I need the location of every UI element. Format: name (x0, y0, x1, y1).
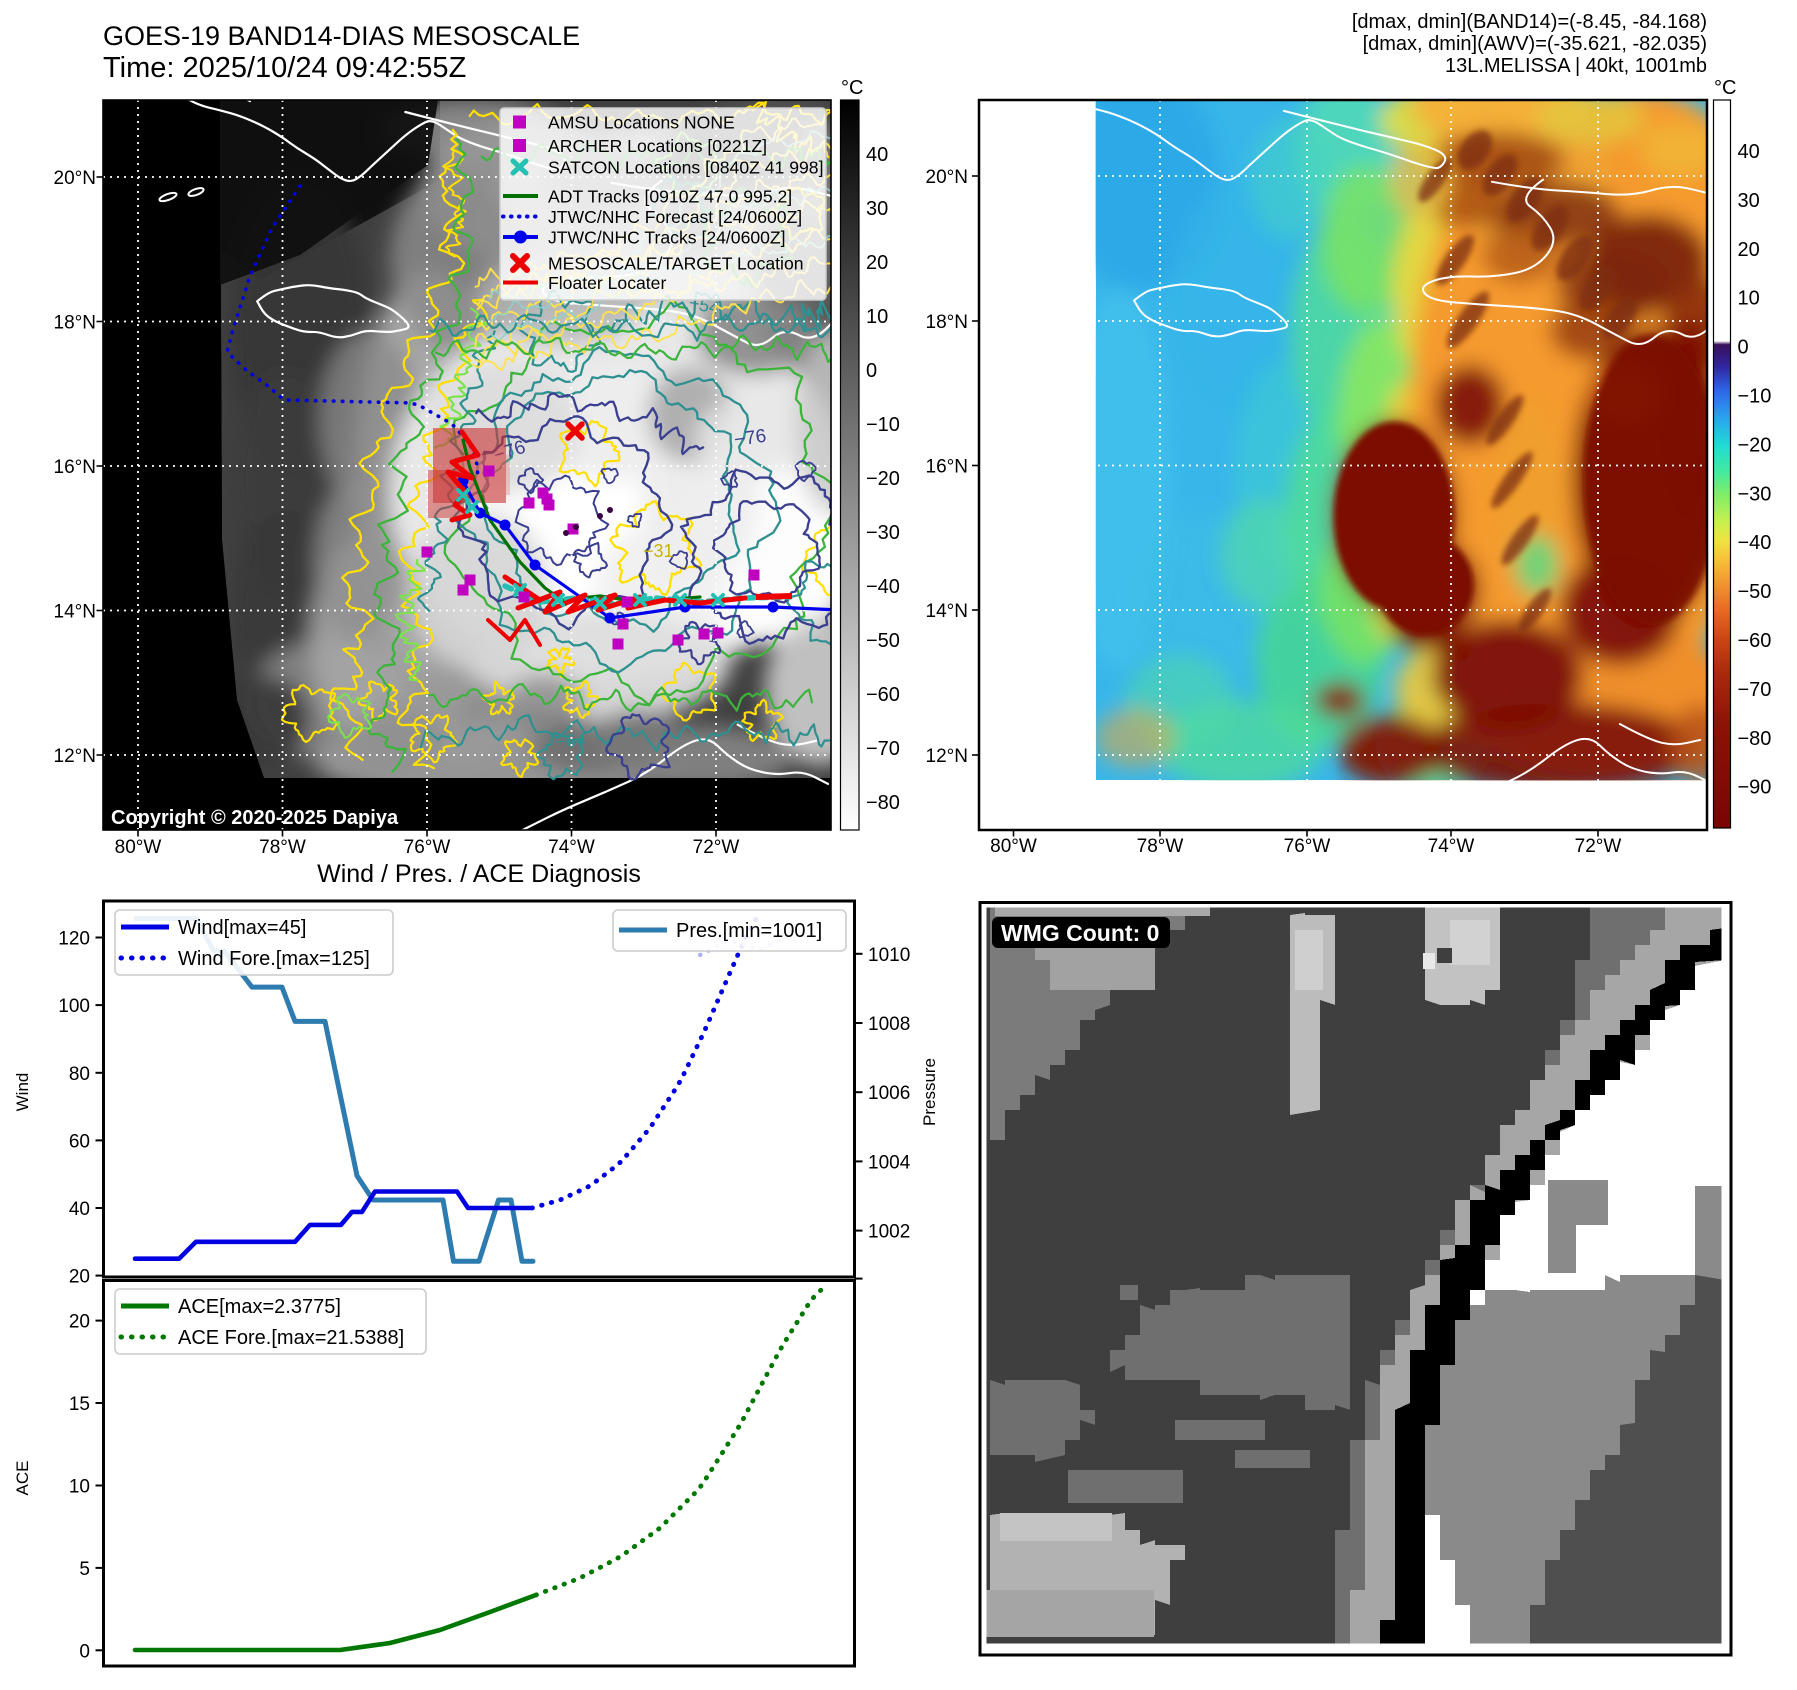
svg-text:[dmax, dmin](AWV)=(-35.621, -8: [dmax, dmin](AWV)=(-35.621, -82.035) (1363, 33, 1707, 55)
svg-text:ARCHER Locations [0221Z]: ARCHER Locations [0221Z] (548, 136, 767, 156)
svg-text:WMG Count: 0: WMG Count: 0 (1001, 920, 1159, 946)
svg-text:Pressure: Pressure (920, 1058, 939, 1126)
svg-text:78°W: 78°W (1137, 836, 1184, 857)
svg-text:40: 40 (866, 144, 888, 166)
svg-text:1006: 1006 (868, 1083, 910, 1104)
svg-text:ADT Tracks [0910Z 47.0 995.2]: ADT Tracks [0910Z 47.0 995.2] (548, 187, 792, 207)
svg-text:−64: −64 (555, 729, 587, 752)
svg-text:12°N: 12°N (54, 746, 96, 767)
svg-text:−60: −60 (866, 684, 900, 706)
svg-text:1008: 1008 (868, 1014, 910, 1035)
svg-text:Wind[max=45]: Wind[max=45] (178, 917, 306, 939)
svg-text:−90: −90 (1738, 777, 1772, 799)
svg-text:−40: −40 (1738, 532, 1772, 554)
svg-text:13L.MELISSA | 40kt, 1001mb: 13L.MELISSA | 40kt, 1001mb (1445, 55, 1707, 77)
svg-text:ACE: ACE (13, 1461, 32, 1496)
svg-text:14°N: 14°N (54, 602, 96, 623)
svg-text:15: 15 (69, 1394, 90, 1415)
svg-text:ACE Fore.[max=21.5388]: ACE Fore.[max=21.5388] (178, 1327, 404, 1349)
svg-text:SATCON Locations [0840Z 41 998: SATCON Locations [0840Z 41 998] (548, 158, 823, 178)
svg-text:−10: −10 (1738, 386, 1772, 408)
svg-text:−50: −50 (866, 630, 900, 652)
svg-text:−20: −20 (866, 468, 900, 490)
svg-text:80°W: 80°W (990, 836, 1037, 857)
svg-text:14°N: 14°N (926, 601, 968, 622)
svg-text:Time: 2025/10/24 09:42:55Z: Time: 2025/10/24 09:42:55Z (103, 52, 466, 84)
svg-text:40: 40 (1738, 141, 1760, 163)
svg-text:−80: −80 (866, 792, 900, 814)
svg-text:16°N: 16°N (54, 457, 96, 478)
svg-text:76°W: 76°W (404, 837, 451, 858)
svg-text:JTWC/NHC Forecast [24/0600Z]: JTWC/NHC Forecast [24/0600Z] (548, 207, 802, 227)
svg-text:0: 0 (1738, 337, 1749, 359)
svg-text:°C: °C (1714, 77, 1736, 99)
svg-text:0: 0 (79, 1641, 90, 1662)
svg-text:MESOSCALE/TARGET Location: MESOSCALE/TARGET Location (548, 254, 804, 274)
svg-text:20: 20 (69, 1312, 90, 1333)
svg-text:1004: 1004 (868, 1152, 911, 1173)
svg-text:0: 0 (866, 360, 877, 382)
svg-text:78°W: 78°W (259, 837, 306, 858)
svg-text:ACE[max=2.3775]: ACE[max=2.3775] (178, 1296, 341, 1318)
svg-text:18°N: 18°N (54, 313, 96, 334)
svg-text:10: 10 (69, 1477, 90, 1498)
svg-text:76°W: 76°W (1284, 836, 1331, 857)
svg-text:10: 10 (866, 306, 888, 328)
svg-text:30: 30 (866, 198, 888, 220)
svg-text:74°W: 74°W (548, 837, 595, 858)
svg-text:72°W: 72°W (1575, 836, 1622, 857)
svg-text:20°N: 20°N (926, 167, 968, 188)
svg-text:−30: −30 (866, 522, 900, 544)
svg-text:120: 120 (58, 929, 90, 950)
svg-text:−50: −50 (1738, 581, 1772, 603)
svg-text:Wind / Pres. / ACE Diagnosis: Wind / Pres. / ACE Diagnosis (317, 860, 641, 888)
svg-text:Pres.[min=1001]: Pres.[min=1001] (676, 920, 822, 942)
svg-text:1010: 1010 (868, 945, 910, 966)
svg-text:80°W: 80°W (115, 837, 162, 858)
svg-text:10: 10 (1738, 288, 1760, 310)
svg-text:12°N: 12°N (926, 746, 968, 767)
svg-text:18°N: 18°N (926, 312, 968, 333)
svg-text:−76: −76 (733, 426, 768, 451)
svg-text:−20: −20 (1738, 434, 1772, 456)
svg-text:−40: −40 (866, 576, 900, 598)
svg-text:5: 5 (79, 1559, 90, 1580)
svg-text:Wind Fore.[max=125]: Wind Fore.[max=125] (178, 948, 370, 970)
svg-text:−31: −31 (643, 541, 674, 561)
svg-text:−30: −30 (1738, 483, 1772, 505)
svg-text:20: 20 (866, 252, 888, 274)
svg-text:−10: −10 (866, 414, 900, 436)
svg-text:GOES-19 BAND14-DIAS MESOSCALE: GOES-19 BAND14-DIAS MESOSCALE (103, 21, 580, 51)
svg-text:−60: −60 (1738, 630, 1772, 652)
svg-text:1002: 1002 (868, 1222, 910, 1243)
svg-text:20: 20 (69, 1267, 90, 1288)
svg-text:Wind: Wind (13, 1073, 32, 1112)
svg-text:100: 100 (58, 996, 90, 1017)
svg-text:74°W: 74°W (1428, 836, 1475, 857)
svg-text:20: 20 (1738, 239, 1760, 261)
svg-text:40: 40 (69, 1199, 90, 1220)
svg-text:−70: −70 (1738, 679, 1772, 701)
svg-text:°C: °C (841, 77, 863, 99)
svg-text:−80: −80 (1738, 728, 1772, 750)
svg-text:−70: −70 (866, 738, 900, 760)
svg-text:JTWC/NHC Tracks [24/0600Z]: JTWC/NHC Tracks [24/0600Z] (548, 228, 786, 248)
svg-text:30: 30 (1738, 190, 1760, 212)
svg-text:Floater Locater: Floater Locater (548, 273, 666, 293)
svg-text:20°N: 20°N (54, 168, 96, 189)
svg-text:80: 80 (69, 1064, 90, 1085)
svg-text:[dmax, dmin](BAND14)=(-8.45, -: [dmax, dmin](BAND14)=(-8.45, -84.168) (1352, 11, 1707, 33)
svg-text:AMSU Locations NONE: AMSU Locations NONE (548, 113, 735, 133)
svg-text:Copyright © 2020-2025 Dapiya: Copyright © 2020-2025 Dapiya (111, 807, 399, 829)
svg-text:16°N: 16°N (926, 457, 968, 478)
svg-text:72°W: 72°W (693, 837, 740, 858)
svg-text:60: 60 (69, 1131, 90, 1152)
